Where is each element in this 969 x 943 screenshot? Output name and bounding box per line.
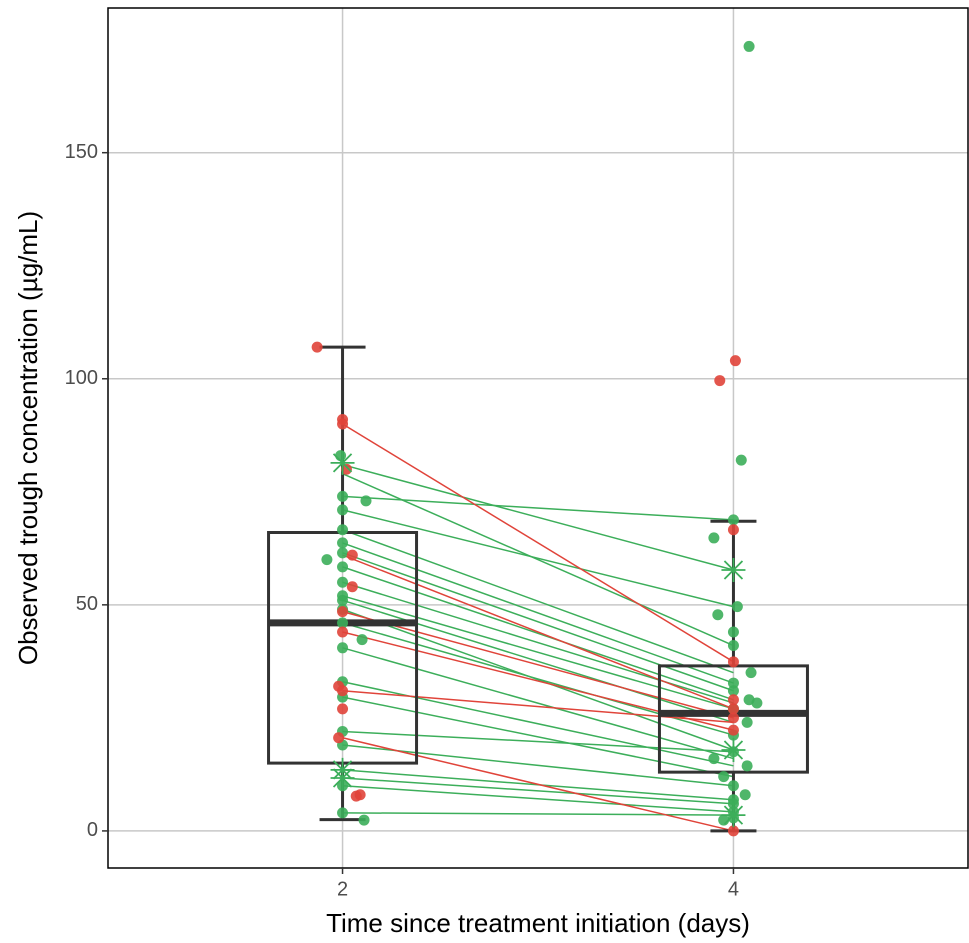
star-point [330,766,355,791]
point [337,617,349,629]
axes: 0 50 100 150 2 4 [65,141,739,900]
paired-line [342,647,734,760]
point [356,634,368,646]
paired-line [342,696,734,778]
paired-line [342,777,734,805]
paired-line [342,509,734,608]
point [337,594,349,606]
point [337,524,349,536]
paired-line [342,680,734,767]
paired-line [342,566,734,701]
star-point [721,803,746,828]
point [360,495,372,507]
point [741,716,753,728]
point [727,677,739,689]
point [337,703,349,715]
point [729,355,741,367]
paired-line [342,595,734,710]
point [727,694,739,706]
paired-line [342,690,734,724]
point [745,667,757,679]
point [311,341,323,353]
paired-line [342,473,734,647]
panel-border [107,7,969,869]
paired-line [342,495,734,521]
paired-line [342,744,734,787]
point [337,561,349,573]
paired-line [342,463,734,571]
point [346,549,358,561]
paired-line [342,610,734,719]
star-point [721,737,746,762]
point [346,581,358,593]
paired-line [342,784,734,813]
points [311,40,763,837]
point [335,450,347,462]
point [337,606,349,618]
y-tick-label: 100 [65,367,98,389]
point [727,724,739,736]
point [727,825,739,837]
y-tick-label: 50 [76,593,98,615]
point [727,712,739,724]
point [739,789,751,801]
paired-line [342,554,734,710]
point [337,490,349,502]
paired-line [342,423,734,663]
point [333,732,345,744]
x-axis-title: Time since treatment initiation (days) [326,908,750,938]
point [727,685,739,697]
paired-line [342,730,734,753]
point [337,685,349,697]
point [337,642,349,654]
paired-line [342,552,734,692]
point [735,454,747,466]
point [708,753,720,765]
paired-lines [342,423,734,832]
point [741,760,753,772]
y-axis-title: Observed trough concentration (µg/mL) [13,211,43,665]
point [337,807,349,819]
y-tick-label: 0 [87,819,98,841]
point [718,771,730,783]
point [731,601,743,613]
point [337,547,349,559]
point [727,524,739,536]
y-tick-label: 150 [65,141,98,163]
grid [108,8,968,868]
point [358,814,370,826]
paired-line [342,812,734,816]
point [727,640,739,652]
point [337,537,349,549]
x-tick-label: 4 [728,878,739,900]
point [350,790,362,802]
point [727,656,739,668]
point [712,609,724,621]
point [340,463,352,475]
point [727,514,739,526]
point [751,697,763,709]
point [337,418,349,430]
point [337,626,349,638]
paired-line [342,529,734,674]
point [727,626,739,638]
star-point [721,558,746,583]
paired-line [342,581,734,704]
paired-line [342,542,734,684]
point [714,375,726,387]
point [727,780,739,792]
point [727,703,739,715]
paired-line [342,737,734,832]
point [337,504,349,516]
point [337,576,349,588]
point [708,532,720,544]
point [743,40,755,52]
point [321,554,333,566]
x-tick-label: 2 [337,878,348,900]
star-point [330,450,355,475]
